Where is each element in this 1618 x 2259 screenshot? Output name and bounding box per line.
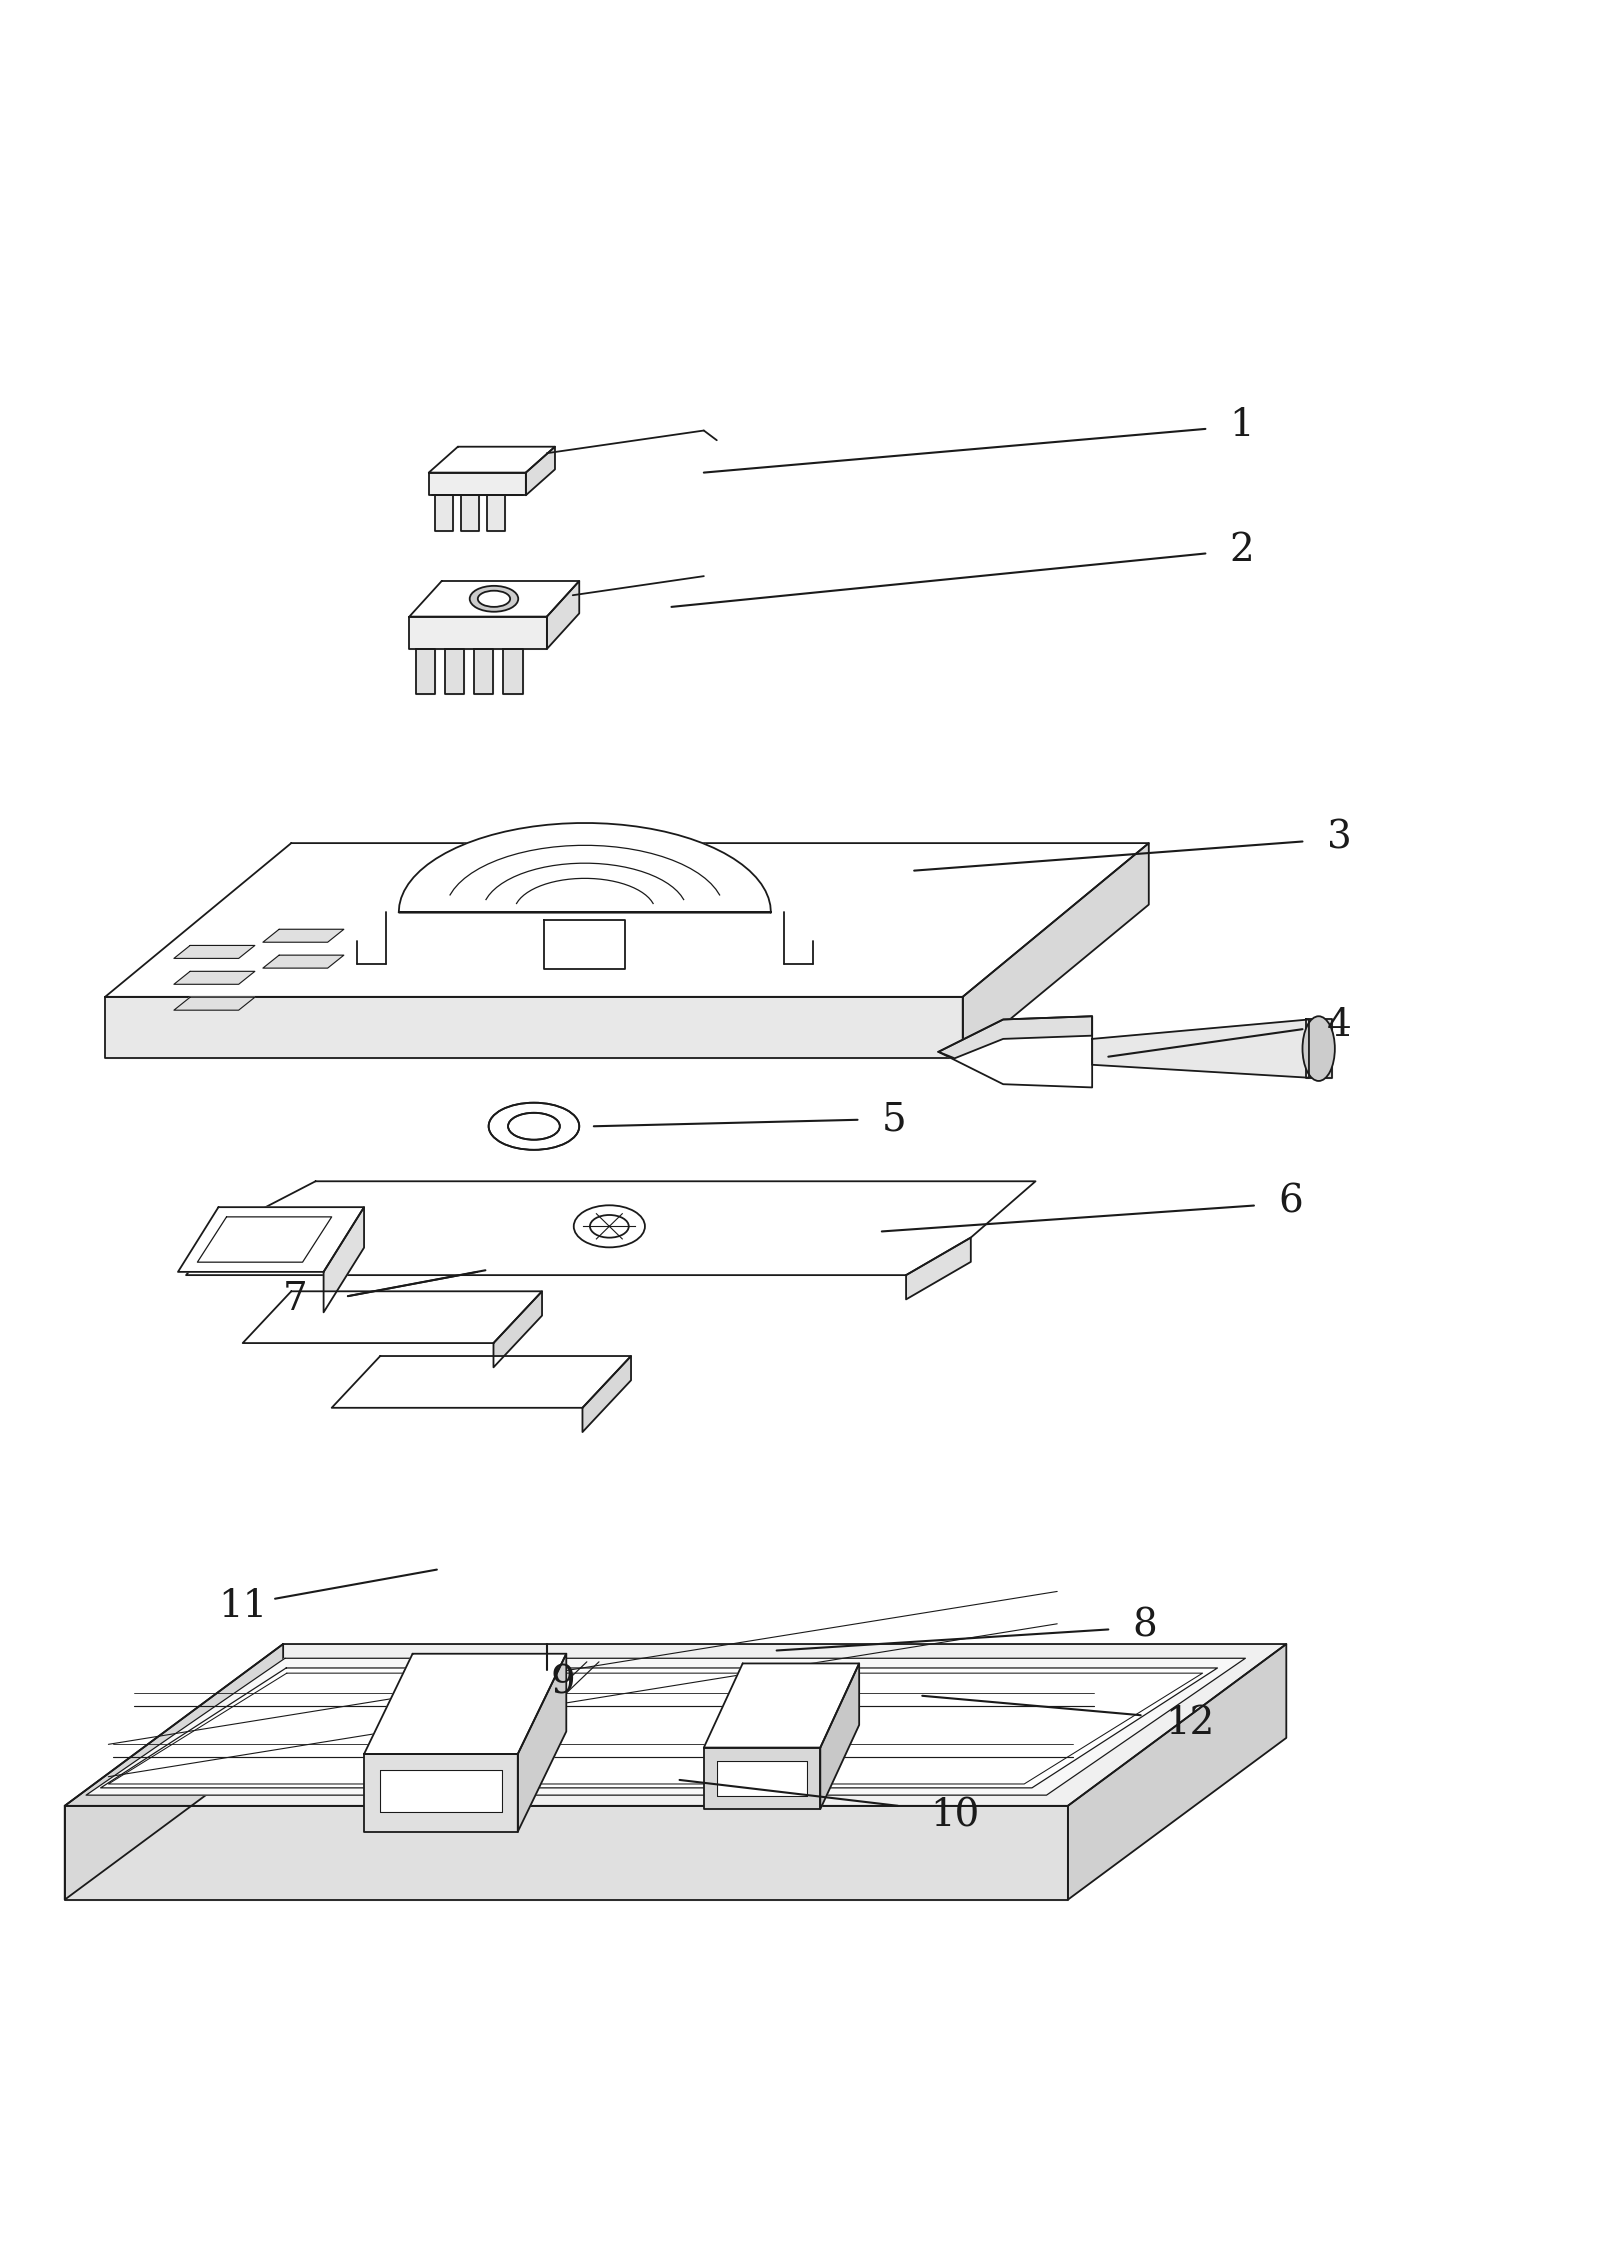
- Polygon shape: [820, 1663, 859, 1809]
- Text: 1: 1: [1230, 407, 1254, 445]
- Polygon shape: [704, 1663, 859, 1748]
- Polygon shape: [175, 947, 256, 958]
- Text: 8: 8: [1133, 1608, 1157, 1645]
- Polygon shape: [963, 843, 1149, 1057]
- Polygon shape: [704, 1748, 820, 1809]
- Polygon shape: [262, 928, 345, 942]
- Polygon shape: [105, 996, 963, 1057]
- Ellipse shape: [574, 1206, 646, 1247]
- Ellipse shape: [469, 585, 518, 612]
- Polygon shape: [380, 1771, 502, 1812]
- Polygon shape: [493, 1292, 542, 1367]
- Polygon shape: [243, 1292, 542, 1344]
- Text: 2: 2: [1230, 531, 1254, 569]
- Polygon shape: [1306, 1019, 1332, 1078]
- Text: 12: 12: [1165, 1706, 1215, 1742]
- Polygon shape: [1068, 1645, 1286, 1900]
- Polygon shape: [175, 996, 256, 1010]
- Polygon shape: [526, 447, 555, 495]
- Text: 11: 11: [218, 1588, 267, 1624]
- Polygon shape: [105, 843, 1149, 996]
- Polygon shape: [178, 1206, 364, 1272]
- Polygon shape: [65, 1645, 1286, 1805]
- Ellipse shape: [508, 1114, 560, 1141]
- Polygon shape: [86, 1658, 1246, 1796]
- Polygon shape: [717, 1760, 807, 1796]
- Polygon shape: [544, 919, 625, 969]
- Polygon shape: [100, 1667, 1217, 1787]
- Text: 5: 5: [882, 1102, 906, 1139]
- Polygon shape: [324, 1206, 364, 1312]
- Polygon shape: [175, 971, 256, 985]
- Text: 10: 10: [930, 1796, 981, 1834]
- Ellipse shape: [1302, 1017, 1335, 1082]
- Polygon shape: [186, 1181, 1036, 1274]
- Polygon shape: [416, 648, 435, 694]
- Polygon shape: [1092, 1019, 1309, 1078]
- Polygon shape: [435, 495, 453, 531]
- Polygon shape: [332, 1355, 631, 1407]
- Polygon shape: [938, 1017, 1092, 1057]
- Polygon shape: [445, 648, 464, 694]
- Polygon shape: [108, 1674, 1202, 1785]
- Polygon shape: [409, 581, 579, 617]
- Text: 4: 4: [1327, 1008, 1351, 1044]
- Polygon shape: [262, 956, 345, 969]
- Polygon shape: [364, 1654, 566, 1753]
- Text: 3: 3: [1327, 820, 1351, 856]
- Ellipse shape: [477, 590, 510, 608]
- Polygon shape: [582, 1355, 631, 1432]
- Ellipse shape: [489, 1102, 579, 1150]
- Polygon shape: [547, 581, 579, 648]
- Polygon shape: [474, 648, 493, 694]
- Polygon shape: [518, 1654, 566, 1832]
- Polygon shape: [938, 1017, 1092, 1087]
- Polygon shape: [65, 1645, 283, 1900]
- Text: 7: 7: [283, 1281, 307, 1317]
- Polygon shape: [398, 822, 770, 913]
- Polygon shape: [487, 495, 505, 531]
- Polygon shape: [429, 472, 526, 495]
- Polygon shape: [409, 617, 547, 648]
- Polygon shape: [65, 1805, 1068, 1900]
- Polygon shape: [429, 447, 555, 472]
- Ellipse shape: [591, 1215, 629, 1238]
- Polygon shape: [364, 1753, 518, 1832]
- Text: 6: 6: [1278, 1184, 1302, 1220]
- Polygon shape: [906, 1238, 971, 1299]
- Polygon shape: [461, 495, 479, 531]
- Polygon shape: [197, 1218, 332, 1263]
- Polygon shape: [503, 648, 523, 694]
- Text: 9: 9: [550, 1665, 574, 1701]
